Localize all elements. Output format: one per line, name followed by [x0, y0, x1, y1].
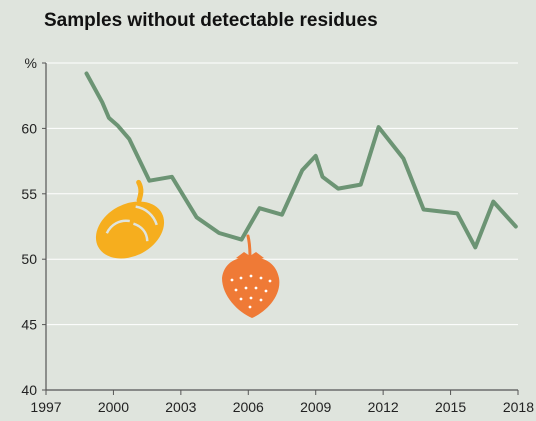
x-tick-label: 1997: [30, 399, 61, 415]
x-tick-label: 2012: [368, 399, 399, 415]
y-tick-label: 40: [21, 382, 37, 398]
y-tick-label: 55: [21, 186, 37, 202]
y-tick-label: %: [25, 55, 37, 71]
x-tick-label: 2015: [435, 399, 466, 415]
y-tick-label: 45: [21, 317, 37, 333]
y-tick-label: 60: [21, 120, 37, 136]
gridlines: [45, 62, 518, 391]
x-axis-ticks: 1997 2000 2003 2006 2009 2012 2015 2018: [30, 390, 534, 415]
y-axis-ticks: 40 45 50 55 60%: [21, 55, 46, 398]
y-tick-label: 50: [21, 251, 37, 267]
x-tick-label: 2006: [233, 399, 264, 415]
chart-title: Samples without detectable residues: [44, 10, 378, 31]
series-line: [84, 71, 518, 250]
x-tick-label: 2000: [98, 399, 129, 415]
pepper-icon: [95, 179, 165, 259]
x-tick-label: 2003: [165, 399, 196, 415]
x-tick-label: 2018: [503, 399, 534, 415]
strawberry-icon: [222, 234, 280, 318]
x-tick-label: 2009: [300, 399, 331, 415]
